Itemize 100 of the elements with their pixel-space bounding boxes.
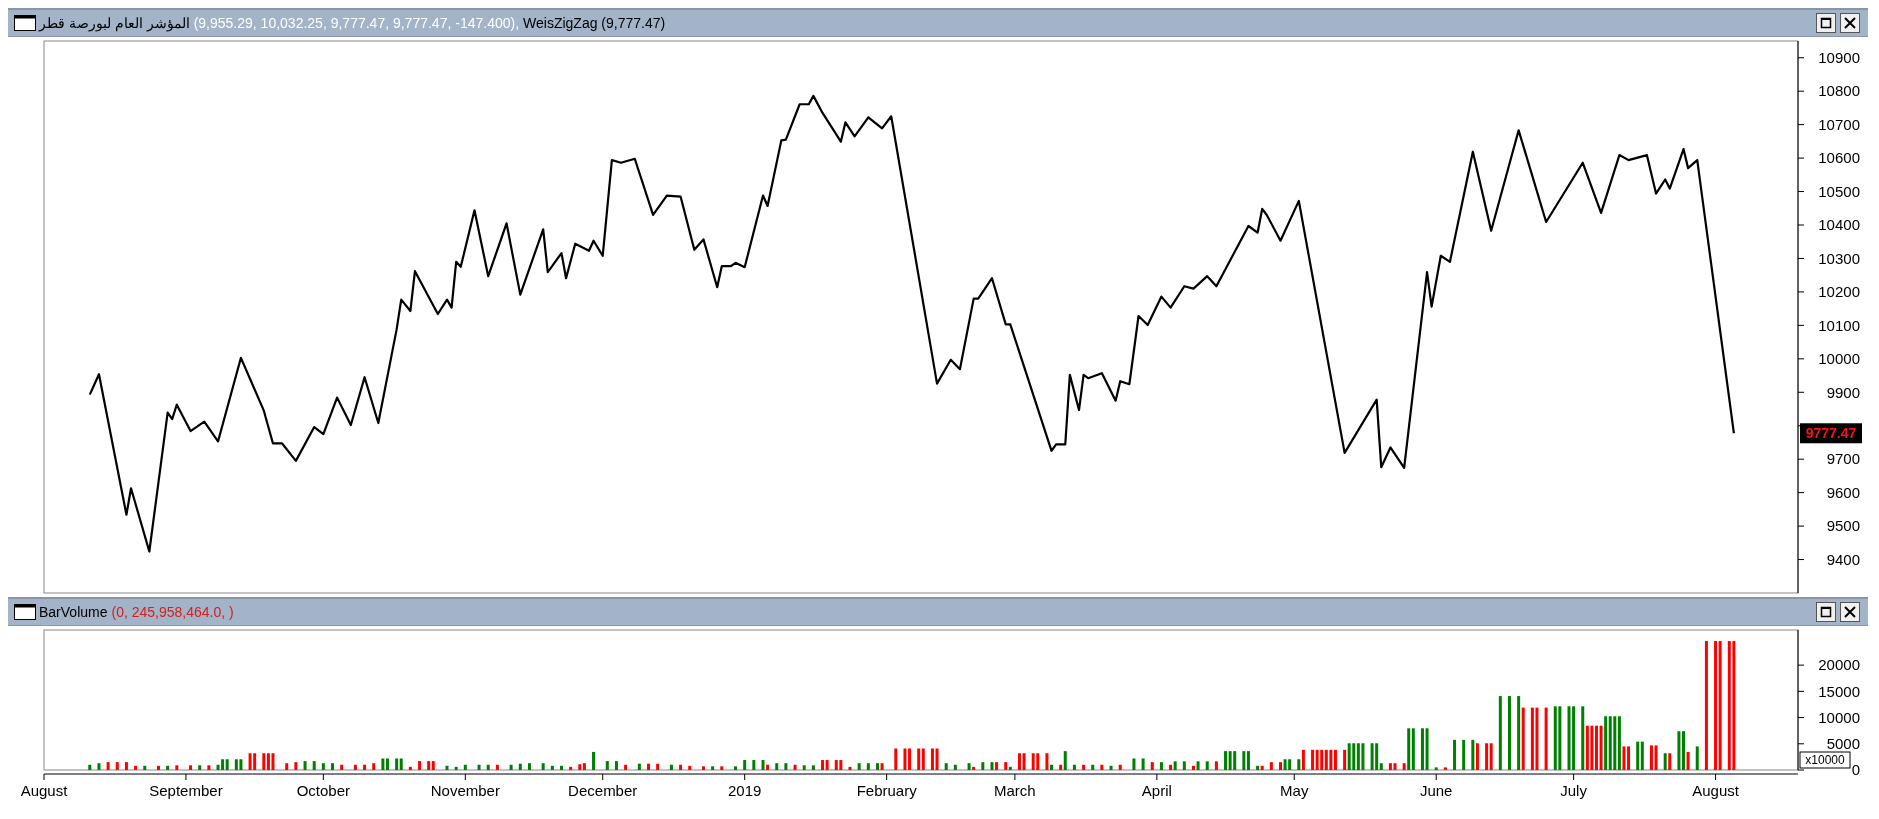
bar (1242, 751, 1246, 770)
bar (166, 765, 170, 770)
bar (1649, 745, 1653, 770)
bar (399, 758, 403, 770)
bar (1100, 764, 1104, 770)
bar (560, 765, 563, 770)
bar (839, 760, 843, 770)
bar (1196, 761, 1200, 770)
bar (1608, 716, 1612, 770)
bar (1375, 743, 1379, 770)
bar (701, 766, 705, 770)
y-tick-label: 20000 (1818, 656, 1860, 674)
bar (385, 758, 389, 770)
bar (953, 764, 957, 770)
bar (834, 760, 838, 770)
y-tick-label: 10400 (1818, 216, 1860, 234)
bar (1343, 749, 1347, 770)
bar (1352, 743, 1356, 770)
bar (857, 763, 861, 770)
bar (1590, 725, 1594, 770)
bar (1017, 753, 1021, 770)
bar (930, 748, 934, 770)
bar (1297, 759, 1301, 770)
bar (1347, 743, 1351, 770)
y-tick-label: 9900 (1826, 383, 1860, 401)
bar (262, 753, 266, 770)
bar (1407, 728, 1411, 770)
x-tick-label: July (1560, 782, 1588, 799)
bar (239, 759, 243, 770)
bar (656, 763, 660, 770)
y-tick-label: 10800 (1818, 82, 1860, 100)
bar (134, 765, 138, 770)
y-tick-label: 5000 (1826, 735, 1860, 753)
bar (1507, 696, 1511, 770)
bar (1411, 728, 1415, 770)
x-tick-label: December (568, 782, 638, 799)
bar (1521, 707, 1525, 770)
bar (353, 764, 357, 770)
bar (967, 763, 971, 770)
bar (995, 762, 999, 770)
x-tick-label: August (20, 782, 69, 799)
bar (921, 748, 925, 770)
bar (720, 766, 724, 770)
bar (340, 764, 344, 770)
bar (1256, 765, 1260, 770)
bar (1279, 762, 1282, 770)
x-tick-label: August (1692, 782, 1740, 799)
bar (408, 766, 412, 770)
bar (1205, 761, 1209, 770)
bar (1530, 707, 1534, 770)
bar (1118, 764, 1122, 770)
bar (761, 760, 765, 770)
text: WeisZigZag (9,777.47) (523, 15, 666, 31)
bar (1695, 746, 1699, 770)
bar (495, 764, 499, 770)
bar (1315, 749, 1319, 770)
y-tick-label: 10100 (1818, 316, 1860, 334)
bar (1182, 761, 1186, 770)
bar (1150, 762, 1154, 770)
bar (1425, 728, 1429, 770)
bar (1356, 743, 1360, 770)
bar (1677, 731, 1681, 770)
bar (592, 751, 596, 770)
bar (775, 763, 779, 770)
bar (1311, 749, 1315, 770)
bar (1224, 751, 1228, 770)
bar (569, 766, 573, 770)
bar (1599, 725, 1603, 770)
bar (1471, 739, 1475, 770)
bar (1517, 696, 1521, 770)
bar (115, 762, 119, 770)
bar (917, 748, 921, 770)
bar (1361, 743, 1365, 770)
bar (1388, 763, 1392, 770)
bar (463, 764, 467, 770)
bar (637, 763, 641, 770)
bar (1558, 706, 1562, 770)
bar (1393, 763, 1397, 770)
bar (981, 762, 985, 770)
bar (431, 761, 435, 770)
bar (418, 761, 422, 770)
bar (486, 764, 490, 770)
bar (509, 764, 513, 770)
bar (221, 759, 225, 770)
bar (1301, 749, 1305, 770)
x-tick-label: February (856, 782, 918, 799)
y-tick-label: 0 (1851, 761, 1860, 779)
bar (331, 763, 335, 770)
bar (647, 763, 651, 770)
bar (253, 753, 257, 770)
bar (582, 763, 586, 770)
bar (1663, 753, 1667, 770)
bar (1622, 746, 1626, 770)
bar (1246, 751, 1250, 770)
x-tick-label: November (430, 782, 500, 799)
bar (541, 763, 545, 770)
bar (363, 764, 367, 770)
x-tick-label: March (994, 782, 1036, 799)
bar (1159, 762, 1163, 770)
bar (784, 763, 788, 770)
